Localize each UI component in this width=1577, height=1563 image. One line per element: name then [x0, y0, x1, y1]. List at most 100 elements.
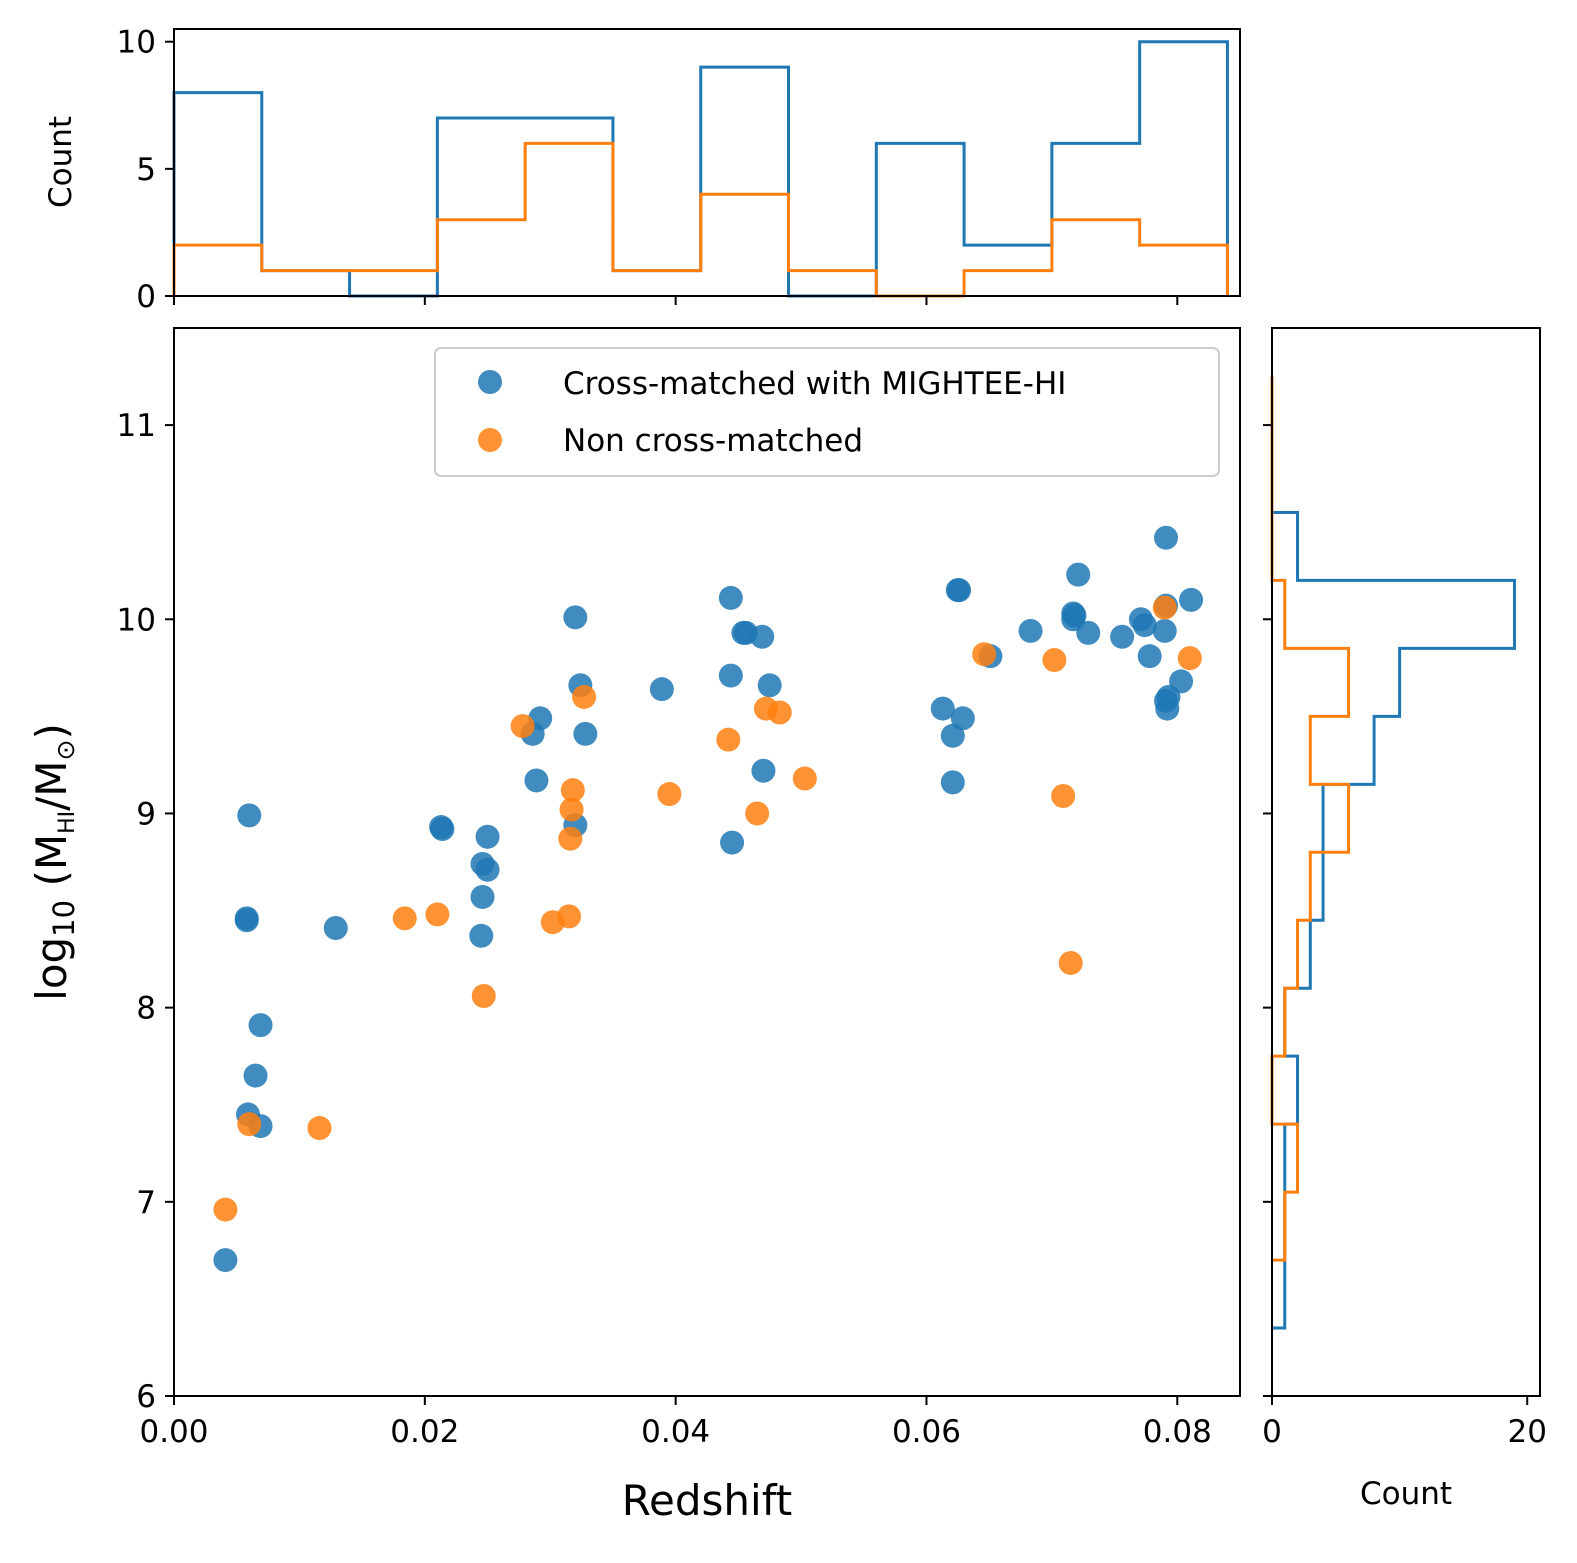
- scatter-point: [657, 782, 682, 807]
- scatter-point: [469, 923, 494, 948]
- right-histogram-y-ticks: [1263, 424, 1272, 1397]
- scatter-point: [716, 727, 741, 752]
- scatter-point: [243, 1063, 268, 1088]
- scatter-y-axis-label: log10 (MHI/M⊙): [27, 723, 81, 1001]
- scatter-point: [475, 824, 500, 849]
- scatter-point: [720, 830, 745, 855]
- top-histogram-x-ticks: [173, 296, 1179, 305]
- scatter-point: [392, 906, 417, 931]
- scatter-point: [1154, 525, 1179, 550]
- scatter-point: [1051, 783, 1076, 808]
- scatter-panel: 0.00 0.02 0.04 0.06 0.08 6 7 8 9 10 11 Redshift l…: [27, 327, 1241, 1525]
- scatter-point: [1110, 624, 1135, 649]
- scatter-point: [213, 1248, 238, 1273]
- scatter-point: [234, 908, 259, 933]
- scatter-point: [950, 706, 975, 731]
- y-tick-label: 6: [136, 1379, 156, 1415]
- top-hist-step-non-cross-matched: [172, 141, 1229, 298]
- scatter-point: [563, 605, 588, 630]
- scatter-point: [430, 816, 455, 841]
- y-label-hi-subscript: HI: [55, 811, 80, 834]
- right-histogram-plot-area: [1270, 376, 1516, 1330]
- scatter-point: [510, 714, 535, 739]
- scatter-point: [213, 1197, 238, 1222]
- scatter-point: [572, 684, 597, 709]
- top-histogram-frame: [173, 28, 1241, 297]
- scatter-x-ticks: 0.00 0.02 0.04 0.06 0.08: [139, 1396, 1212, 1450]
- x-tick-label: 0.04: [641, 1414, 710, 1450]
- scatter-point: [1066, 562, 1091, 587]
- series-non-cross-matched: [213, 595, 1202, 1222]
- scatter-point: [718, 585, 743, 610]
- scatter-point: [425, 902, 450, 927]
- scatter-point: [1169, 669, 1194, 694]
- right-histogram-frame: [1271, 327, 1541, 1397]
- top-histogram-y-ticks: 0 5 10: [117, 25, 174, 315]
- scatter-point: [559, 797, 584, 822]
- scatter-point: [237, 803, 262, 828]
- x-tick-label: 0: [1262, 1414, 1282, 1450]
- scatter-point: [750, 624, 775, 649]
- y-tick-label: 8: [136, 991, 156, 1027]
- scatter-point: [1058, 950, 1083, 975]
- scatter-point: [1179, 587, 1204, 612]
- scatter-point: [524, 768, 549, 793]
- y-label-close: ): [27, 723, 76, 739]
- legend-box: [434, 347, 1220, 477]
- scatter-point: [718, 663, 743, 688]
- scatter-point: [940, 723, 965, 748]
- right-hist-step-non-cross-matched: [1270, 376, 1351, 1262]
- scatter-point: [940, 770, 965, 795]
- legend-marker-cross-matched: [478, 370, 502, 394]
- scatter-point: [792, 766, 817, 791]
- top-histogram-plot-area: [172, 40, 1229, 298]
- y-label-mid: /M: [27, 761, 76, 811]
- scatter-point: [475, 857, 500, 882]
- legend-label-non-cross-matched: Non cross-matched: [563, 423, 863, 459]
- scatter-point: [947, 578, 972, 603]
- x-tick-label: 0.00: [139, 1414, 208, 1450]
- x-tick-label: 0.08: [1143, 1414, 1212, 1450]
- scatter-point: [767, 700, 792, 725]
- scatter-point: [930, 696, 955, 721]
- y-tick-label: 9: [136, 796, 156, 832]
- scatter-point: [1137, 644, 1162, 669]
- y-label-log-subscript: 10: [47, 900, 81, 937]
- x-tick-label: 20: [1508, 1414, 1547, 1450]
- right-histogram-x-ticks: 0 20: [1262, 1396, 1547, 1450]
- scatter-point: [307, 1116, 332, 1141]
- scatter-x-axis-label: Redshift: [622, 1476, 792, 1525]
- scatter-point: [745, 801, 770, 826]
- y-label-sun-subscript: ⊙: [51, 740, 80, 761]
- scatter-point: [1152, 595, 1177, 620]
- y-tick-label: 10: [117, 25, 156, 61]
- y-tick-label: 10: [117, 602, 156, 638]
- legend-label-cross-matched: Cross-matched with MIGHTEE-HI: [563, 366, 1066, 402]
- scatter-frame: [173, 327, 1241, 1397]
- y-label-log: log: [27, 937, 76, 1001]
- x-tick-label: 0.02: [390, 1414, 459, 1450]
- scatter-point: [1062, 603, 1087, 628]
- top-histogram-y-axis-label: Count: [43, 116, 79, 208]
- right-histogram-x-axis-label: Count: [1360, 1476, 1452, 1512]
- scatter-y-ticks: 6 7 8 9 10 11: [117, 408, 174, 1415]
- scatter-plot-area: [213, 525, 1204, 1273]
- legend-marker-non-cross-matched: [478, 428, 502, 452]
- scatter-point: [248, 1013, 273, 1038]
- scatter-point: [1042, 648, 1067, 673]
- top-histogram-panel: 0 5 10 Count: [43, 25, 1241, 315]
- scatter-point: [1152, 618, 1177, 643]
- scatter-point: [573, 721, 598, 746]
- scatter-point: [751, 758, 776, 783]
- scatter-point: [649, 677, 674, 702]
- right-hist-step-cross-matched: [1272, 510, 1516, 1330]
- scatter-point: [1076, 620, 1101, 645]
- y-tick-label: 5: [136, 152, 156, 188]
- scatter-point: [757, 673, 782, 698]
- x-tick-label: 0.06: [892, 1414, 961, 1450]
- y-tick-label: 7: [136, 1185, 156, 1221]
- right-histogram-panel: 0 20 Count: [1262, 327, 1547, 1512]
- scatter-point: [471, 983, 496, 1008]
- series-cross-matched: [213, 525, 1204, 1273]
